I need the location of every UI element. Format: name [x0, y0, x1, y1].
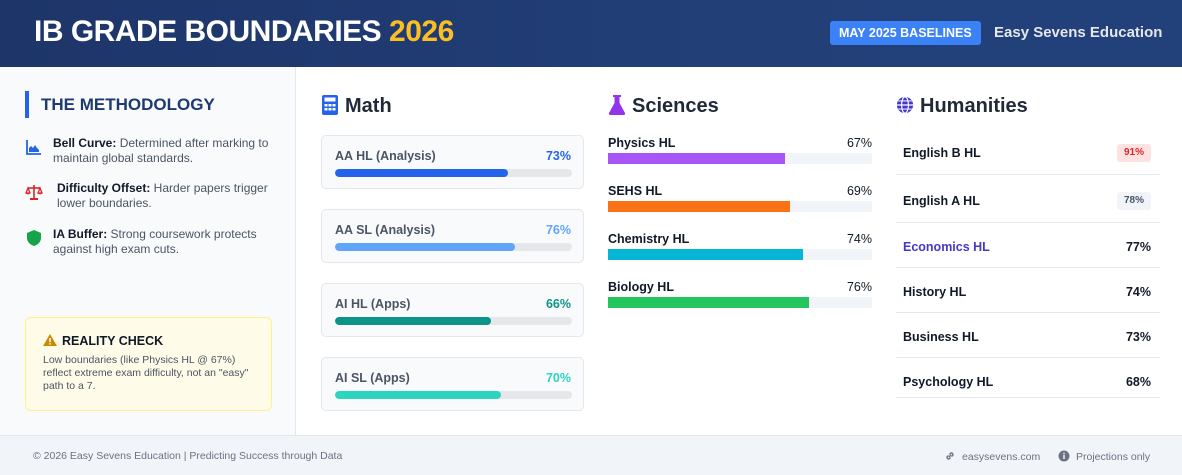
progress-fill — [335, 317, 492, 325]
humanities-row-psychology: Psychology HL 68% — [896, 358, 1160, 398]
scale-icon — [25, 185, 43, 200]
subject-label: Business HL — [903, 330, 979, 344]
subject-label: English A HL — [903, 194, 980, 208]
progress-fill — [335, 169, 508, 177]
science-row-chemistry: Chemistry HL 74% — [608, 232, 872, 272]
subject-label: History HL — [903, 285, 967, 299]
subject-label: AI SL (Apps) — [335, 371, 410, 385]
chart-icon — [26, 140, 41, 155]
progress-fill — [608, 201, 791, 212]
humanities-row-business: Business HL 73% — [896, 313, 1160, 358]
progress-fill — [608, 297, 809, 308]
footer-projections-note: Projections only — [1058, 450, 1150, 463]
progress-fill — [335, 391, 501, 399]
math-card-ai-sl: AI SL (Apps) 70% — [321, 357, 584, 411]
subject-value-pill: 91% — [1116, 144, 1151, 162]
math-card-ai-hl: AI HL (Apps) 66% — [321, 283, 584, 337]
subject-label: Chemistry HL — [608, 232, 690, 246]
subject-label: Economics HL — [903, 240, 990, 254]
progress-track — [335, 317, 572, 325]
progress-track — [608, 297, 872, 308]
humanities-row-english-a: English A HL 78% — [896, 178, 1160, 223]
subject-value: 77% — [1125, 240, 1151, 254]
methodology-panel: THE METHODOLOGY Bell Curve: Determined a… — [0, 67, 296, 435]
subject-value: 74% — [1125, 285, 1151, 299]
globe-icon — [896, 96, 914, 114]
methodology-title: THE METHODOLOGY — [25, 91, 215, 118]
subject-label: English B HL — [903, 146, 981, 160]
calculator-icon — [322, 95, 338, 115]
title-year: 2026 — [389, 15, 454, 48]
subject-value: 76% — [846, 280, 872, 294]
humanities-row-english-b: English B HL 91% — [896, 130, 1160, 175]
header: IB GRADE BOUNDARIES 2026 MAY 2025 BASELI… — [0, 0, 1182, 67]
flask-icon — [608, 95, 626, 115]
progress-track — [335, 391, 572, 399]
humanities-row-economics: Economics HL 77% — [896, 223, 1160, 268]
subject-label: Psychology HL — [903, 375, 994, 389]
subject-value: 74% — [846, 232, 872, 246]
subject-label: Physics HL — [608, 136, 676, 150]
subject-label: AI HL (Apps) — [335, 297, 411, 311]
subject-value: 70% — [545, 371, 571, 385]
footer-website-link[interactable]: easysevens.com — [944, 450, 1040, 463]
reality-check-title: REALITY CHECK — [43, 334, 163, 348]
humanities-row-history: History HL 74% — [896, 268, 1160, 313]
subject-value: 76% — [545, 223, 571, 237]
progress-fill — [335, 243, 516, 251]
math-heading: Math — [321, 94, 392, 118]
science-row-sehs: SEHS HL 69% — [608, 184, 872, 224]
science-row-biology: Biology HL 76% — [608, 280, 872, 320]
progress-track — [335, 243, 572, 251]
progress-track — [608, 249, 872, 260]
baseline-badge: MAY 2025 BASELINES — [830, 21, 981, 45]
progress-fill — [608, 153, 785, 164]
footer-copyright: © 2026 Easy Sevens Education | Predictin… — [33, 450, 343, 462]
subject-value: 73% — [545, 149, 571, 163]
page-title: IB GRADE BOUNDARIES 2026 — [34, 15, 454, 48]
link-icon — [946, 452, 954, 460]
progress-track — [608, 201, 872, 212]
progress-track — [608, 153, 872, 164]
footer: © 2026 Easy Sevens Education | Predictin… — [0, 435, 1182, 475]
progress-track — [335, 169, 572, 177]
math-card-aa-sl: AA SL (Analysis) 76% — [321, 209, 584, 263]
humanities-heading: Humanities — [896, 94, 1028, 118]
brand-name: Easy Sevens Education — [994, 24, 1163, 41]
subject-value-pill: 78% — [1116, 192, 1151, 210]
warning-icon — [43, 334, 57, 346]
sciences-heading: Sciences — [608, 94, 719, 118]
subject-value: 68% — [1125, 375, 1151, 389]
info-icon — [1058, 450, 1070, 462]
subject-label: AA SL (Analysis) — [335, 223, 436, 237]
science-row-physics: Physics HL 67% — [608, 136, 872, 176]
subject-value: 73% — [1125, 330, 1151, 344]
subject-label: AA HL (Analysis) — [335, 149, 436, 163]
math-card-aa-hl: AA HL (Analysis) 73% — [321, 135, 584, 189]
subject-value: 66% — [545, 297, 571, 311]
shield-icon — [27, 230, 41, 246]
subject-value: 69% — [846, 184, 872, 198]
subject-label: Biology HL — [608, 280, 674, 294]
subject-label: SEHS HL — [608, 184, 663, 198]
reality-check-callout: REALITY CHECK Low boundaries (like Physi… — [25, 317, 272, 411]
subject-value: 67% — [846, 136, 872, 150]
reality-check-body: Low boundaries (like Physics HL @ 67%) r… — [43, 354, 249, 392]
progress-fill — [608, 249, 804, 260]
